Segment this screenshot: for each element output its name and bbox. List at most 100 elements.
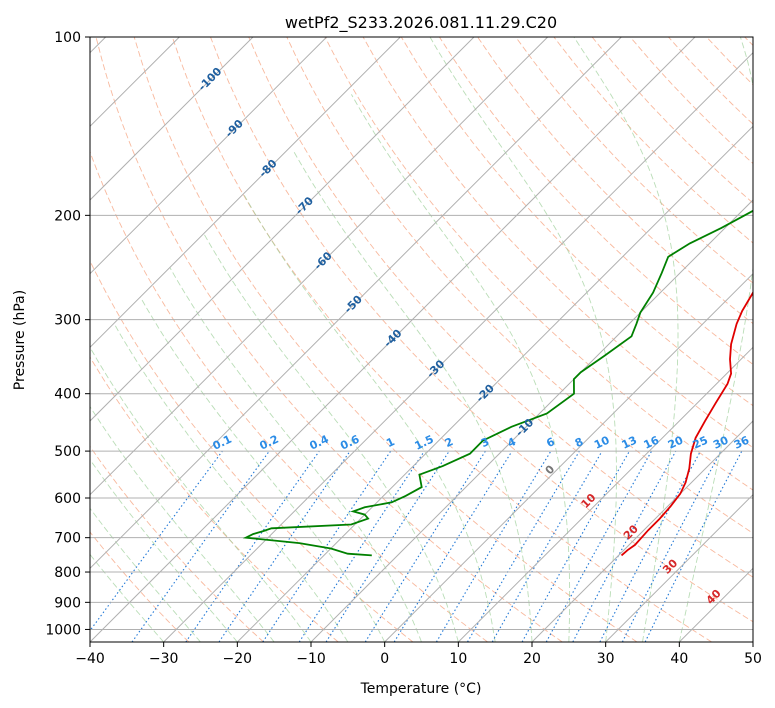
dewpoint-profile-line [242,209,753,557]
x-tick-label: 20 [523,651,541,667]
mixing-ratio-line [521,450,630,642]
isotherm-line [678,567,753,642]
dry-adiabat-line [248,37,753,578]
moist-adiabat-line [169,267,422,642]
temperature-profile-line [620,290,753,557]
x-axis: −40 −30 −20 −10 0 10 20 30 40 50 [75,642,762,667]
warm-isotherm-label: 20 [621,522,641,542]
moist-adiabat-line [90,458,238,642]
mixing-ratio-label: 1 [384,435,396,450]
x-tick-label: −40 [75,651,105,667]
isotherm-line [90,37,475,422]
y-tick-label: 1000 [45,622,81,638]
mixing-ratio-label: 36 [732,433,752,451]
mixing-ratio-label: 20 [666,433,686,451]
y-tick-label: 800 [54,565,81,581]
y-tick-label: 600 [54,491,81,507]
isotherm-line [90,37,549,496]
y-tick-label: 700 [54,531,81,547]
isotherm-line [310,199,753,642]
dry-adiabat-line [210,37,753,623]
moist-adiabats [90,37,753,642]
isotherm-line [752,641,753,642]
dry-adiabat-line [90,259,414,642]
y-tick-label: 300 [54,313,81,329]
x-tick-label: 50 [744,651,762,667]
mixing-ratio-line [572,450,677,642]
isotherm-line [384,272,753,642]
mixing-ratio-label: 2 [443,435,455,450]
isobar-gridlines [90,37,753,630]
isotherm-line [90,37,401,349]
mixing-ratio-label: 1.5 [413,433,436,453]
profile-series [242,209,753,557]
moist-adiabat-line [113,323,349,642]
mixing-ratio-label: 10 [592,433,612,451]
mixing-ratio-line [644,450,743,642]
moist-adiabat-line [429,37,617,642]
mixing-ratio-lines [90,450,743,642]
mixing-ratio-label: 6 [544,435,557,450]
y-tick-label: 400 [54,387,81,403]
dry-adiabat-line [515,37,753,284]
moist-adiabat-line [90,553,165,642]
x-tick-label: −10 [296,651,326,667]
moist-adiabat-line [140,297,386,642]
x-tick-label: 30 [597,651,615,667]
dry-adiabat-line [400,37,753,407]
x-tick-label: −20 [223,651,253,667]
mixing-ratio-line [393,450,513,642]
mixing-ratio-label: 0.4 [308,432,331,452]
dry-adiabat-line [744,37,753,47]
isotherm-label: -20 [474,381,497,404]
isotherm-label: -80 [256,157,279,180]
y-axis-label: Pressure (hPa) [12,290,28,390]
x-tick-label: 40 [670,651,688,667]
warm-isotherm-label: 10 [579,491,599,511]
mixing-ratio-line [262,450,392,642]
plot-area: -100-90-80-70-60-50-40-30-20-100.1 0.2 0.4… [90,37,753,642]
y-axis: 100 200 300 400 500 600 700 800 900 1000 [45,30,90,638]
moist-adiabat-line [292,149,533,642]
mixing-ratio-label: 25 [691,434,710,452]
isotherm-line [457,346,753,642]
isotherm-label: -30 [424,357,447,380]
mixing-ratio-line [185,450,320,642]
y-tick-label: 500 [54,444,81,460]
x-tick-label: −30 [149,651,179,667]
plot-frame [89,36,754,643]
chart-title: wetPf2_S233.2026.081.11.29.C20 [285,13,557,33]
moist-adiabat-line [203,233,459,642]
dry-adiabat-line [90,531,190,642]
mixing-ratio-line [545,450,653,642]
moist-adiabat-line [90,507,201,642]
dry-adiabat-line [133,37,638,642]
moist-adiabat-line [243,195,496,642]
x-axis-label: Temperature (°C) [360,681,482,697]
mixing-ratio-line [325,450,450,642]
isotherm-line [90,37,254,201]
dry-adiabat-line [90,150,488,642]
isotherm-line [90,37,696,642]
y-tick-label: 100 [54,30,81,46]
mixing-ratio-line [298,450,425,642]
mixing-ratio-label: 16 [642,433,662,451]
isotherm-line [90,37,328,275]
moist-adiabat-line [351,94,571,642]
dry-adiabat-line [95,37,563,642]
dry-adiabat-line [706,37,753,86]
mixing-ratio-line [435,450,552,642]
dry-adiabat-line [90,445,264,642]
isotherm-line [531,420,753,642]
isotherm-gridlines [90,37,753,642]
isotherm-line [90,37,622,570]
dry-adiabat-line [591,37,753,204]
isotherm-line [236,125,753,642]
moist-adiabat-line [573,37,679,642]
dry-adiabat-line [439,37,753,365]
isotherm-line [605,493,753,642]
dry-adiabat-line [90,356,339,642]
moist-adiabat-line [90,405,275,642]
mixing-ratio-line [90,450,223,632]
